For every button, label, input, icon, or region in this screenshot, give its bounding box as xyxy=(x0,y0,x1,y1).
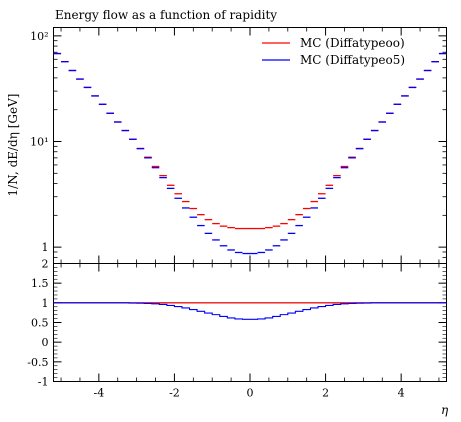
ratio-plot-panel: -1 -0.5 0 0.5 1 1.5 2 -4 -2 0 2 4 η xyxy=(27,258,449,418)
x-tick-label: 0 xyxy=(247,387,254,400)
ratio-plot-series xyxy=(53,302,447,320)
y-axis-label: 1/N, dE/dη [GeV] xyxy=(6,94,20,197)
x-axis-label: η xyxy=(441,403,449,417)
ratio-y-tick-label: 1 xyxy=(42,297,49,310)
chart-title: Energy flow as a function of rapidity xyxy=(55,8,277,22)
ratio-y-tick-label: 1.5 xyxy=(31,277,49,290)
ratio-series-1-line xyxy=(53,302,447,320)
ratio-plot-ticks: -1 -0.5 0 0.5 1 1.5 2 -4 -2 0 2 4 xyxy=(27,258,447,400)
x-tick-label: 4 xyxy=(398,387,405,400)
x-tick-label: -4 xyxy=(93,387,104,400)
ratio-plot-frame xyxy=(53,263,447,382)
x-tick-label: 2 xyxy=(322,387,329,400)
ratio-y-tick-label: -1 xyxy=(38,376,49,389)
ratio-y-tick-label: 0.5 xyxy=(31,317,49,330)
y-tick-label: 1 xyxy=(42,241,49,254)
main-plot-panel: 1 10¹ 10² MC (Diffatypeoo) MC (Diffatypeo5… xyxy=(6,27,447,264)
x-tick-label: -2 xyxy=(169,387,180,400)
ratio-y-tick-label: 2 xyxy=(42,258,49,271)
y-tick-label: 10¹ xyxy=(30,136,48,149)
legend-label-diffatypeoo: MC (Diffatypeoo) xyxy=(300,36,405,50)
legend-label-diffatypeo5: MC (Diffatypeo5) xyxy=(300,53,405,67)
main-plot-series xyxy=(53,52,447,255)
ratio-y-tick-label: 0 xyxy=(42,336,49,349)
y-tick-label: 10² xyxy=(30,30,48,43)
legend: MC (Diffatypeoo) MC (Diffatypeo5) xyxy=(262,36,405,67)
ratio-y-tick-label: -0.5 xyxy=(27,356,48,369)
